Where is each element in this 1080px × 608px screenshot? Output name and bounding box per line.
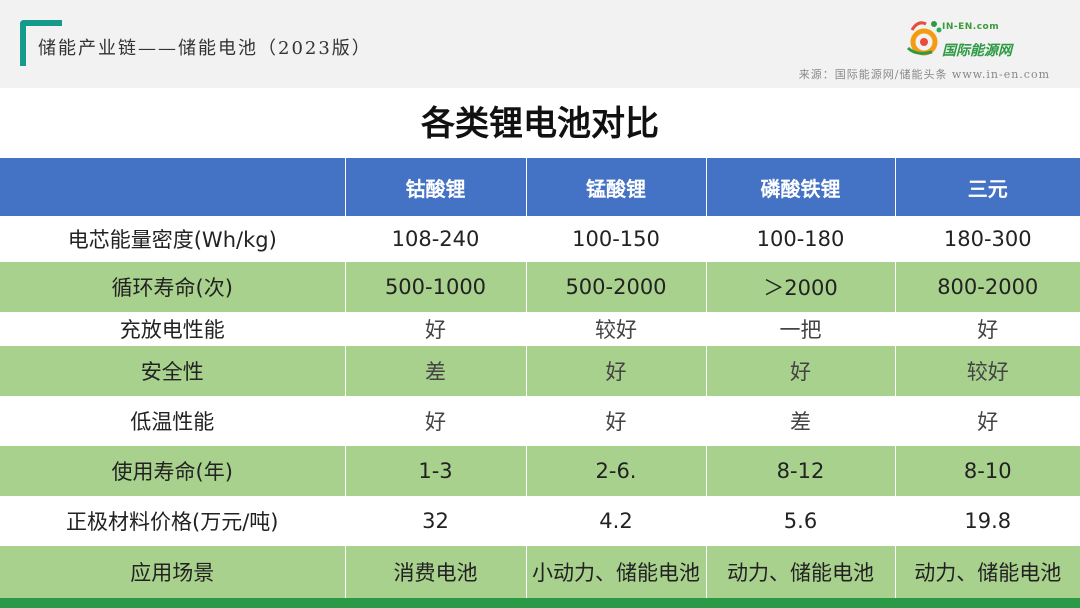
column-header-lfp: 磷酸铁锂 xyxy=(706,158,896,216)
table-row: 应用场景 消费电池 小动力、储能电池 动力、储能电池 动力、储能电池 xyxy=(0,546,1080,598)
table-cell: 一把 xyxy=(706,312,896,346)
column-header-lco: 钴酸锂 xyxy=(345,158,527,216)
row-label: 电芯能量密度(Wh/kg) xyxy=(0,216,346,262)
table-cell: 好 xyxy=(345,312,527,346)
table-cell: ＞2000 xyxy=(706,262,896,312)
table-cell: 8-12 xyxy=(706,446,896,496)
table-cell: 好 xyxy=(706,346,896,396)
table-cell: 2-6. xyxy=(526,446,707,496)
source-note: 来源：国际能源网/储能头条 www.in-en.com xyxy=(798,68,1050,81)
table-cell: 差 xyxy=(706,396,896,446)
table-cell: 较好 xyxy=(966,360,1009,384)
column-header-blank xyxy=(0,158,346,216)
lithium-battery-comparison-table: 钴酸锂 锰酸锂 磷酸铁锂 三元 电芯能量密度(Wh/kg) 108-240 10… xyxy=(0,158,1080,598)
table-cell: 5.6 xyxy=(706,496,896,546)
table-cell: 小动力、储能电池 xyxy=(526,546,707,598)
table-cell: 800-2000 xyxy=(937,275,1039,299)
table-row: 安全性 差 好 好 较好 xyxy=(0,346,1080,396)
row-label: 循环寿命(次) xyxy=(0,262,346,312)
footer-bar xyxy=(0,598,1080,608)
table-cell: 1-3 xyxy=(345,446,527,496)
slide-title: 各类锂电池对比 xyxy=(421,104,659,144)
logo-mark-icon xyxy=(906,21,942,56)
table-row: 充放电性能 好 较好 一把 好 xyxy=(0,312,1080,346)
table-row: 电芯能量密度(Wh/kg) 108-240 100-150 100-180 18… xyxy=(0,216,1080,262)
logo-name: 国际能源网 xyxy=(942,43,1012,59)
row-label: 使用寿命(年) xyxy=(0,446,346,496)
table-cell: 32 xyxy=(345,496,527,546)
in-en-logo: IN-EN.com 国际能源网 xyxy=(906,18,1056,66)
slide-header: 储能产业链——储能电池（2023版） IN-EN.com 国际能源网 来源：国际… xyxy=(0,0,1080,88)
table-cell: 差 xyxy=(345,346,527,396)
document-title: 储能产业链——储能电池（2023版） xyxy=(38,38,372,59)
table-cell: 好 xyxy=(526,396,707,446)
table-cell: 108-240 xyxy=(345,216,527,262)
table-header-row: 钴酸锂 锰酸锂 磷酸铁锂 三元 xyxy=(0,158,1080,216)
table-cell: 19.8 xyxy=(964,509,1012,533)
table-cell: 8-10 xyxy=(963,459,1012,483)
table-row: 低温性能 好 好 差 好 xyxy=(0,396,1080,446)
table-cell: 好 xyxy=(526,346,707,396)
column-header-lmo: 锰酸锂 xyxy=(526,158,707,216)
table-cell: 动力、储能电池 xyxy=(914,561,1062,585)
logo-domain: IN-EN.com xyxy=(942,22,1000,32)
table-cell: 动力、储能电池 xyxy=(706,546,896,598)
table-cell: 500-2000 xyxy=(526,262,707,312)
column-header-ncm: 三元 xyxy=(967,176,1008,201)
table-row: 正极材料价格(万元/吨) 32 4.2 5.6 19.8 xyxy=(0,496,1080,546)
row-label: 安全性 xyxy=(0,346,346,396)
table-cell: 好 xyxy=(977,410,999,434)
row-label: 充放电性能 xyxy=(0,312,346,346)
table-row: 使用寿命(年) 1-3 2-6. 8-12 8-10 xyxy=(0,446,1080,496)
table-cell: 4.2 xyxy=(526,496,707,546)
table-cell: 较好 xyxy=(526,312,707,346)
table-cell: 500-1000 xyxy=(345,262,527,312)
table-cell: 180-300 xyxy=(943,227,1032,251)
table-cell: 消费电池 xyxy=(345,546,527,598)
table-cell: 100-150 xyxy=(526,216,707,262)
table-row: 循环寿命(次) 500-1000 500-2000 ＞2000 800-2000 xyxy=(0,262,1080,312)
row-label: 正极材料价格(万元/吨) xyxy=(0,496,346,546)
row-label: 应用场景 xyxy=(0,546,346,598)
table-cell: 好 xyxy=(345,396,527,446)
table-cell: 好 xyxy=(977,318,999,342)
row-label: 低温性能 xyxy=(0,396,346,446)
corner-bracket-icon xyxy=(20,20,62,66)
table-cell: 100-180 xyxy=(706,216,896,262)
